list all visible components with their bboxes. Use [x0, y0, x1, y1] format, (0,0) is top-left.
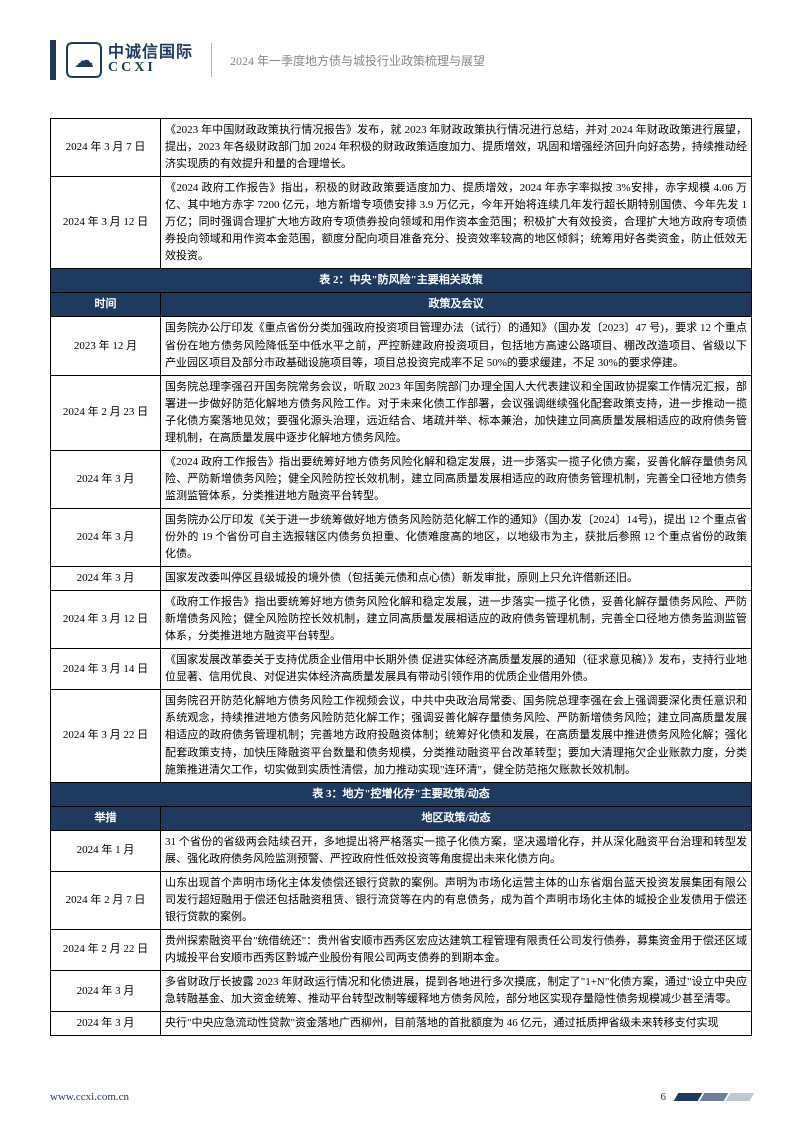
content-cell: 《2024 政府工作报告》指出，积极的财政政策要适度加力、提质增效，2024 年… — [161, 177, 752, 269]
logo-block: ☁ 中诚信国际 CCXI — [66, 42, 193, 78]
footer-stripes-icon — [676, 1093, 752, 1101]
section3-col1: 举措 — [51, 806, 161, 830]
footer-url: www.ccxi.com.cn — [50, 1091, 129, 1103]
content-cell: 央行"中央应急流动性贷款"资金落地广西柳州，目前落地的首批额度为 46 亿元，通… — [161, 1012, 752, 1036]
date-cell: 2024 年 3 月 — [51, 450, 161, 508]
content-cell: 国务院办公厅印发《关于进一步统筹做好地方债务风险防范化解工作的通知》（国办发〔2… — [161, 508, 752, 566]
table-row: 2024 年 3 月央行"中央应急流动性贷款"资金落地广西柳州，目前落地的首批额… — [51, 1012, 752, 1036]
date-cell: 2024 年 3 月 — [51, 1012, 161, 1036]
logo-en: CCXI — [108, 61, 193, 75]
content-cell: 31 个省份的省级两会陆续召开，多地提出将严格落实一揽子化债方案，坚决遏增化存，… — [161, 830, 752, 871]
accent-bar — [50, 40, 56, 80]
content-cell: 贵州探索融资平台"统借统还"：贵州省安顺市西秀区宏应达建筑工程管理有限责任公司发… — [161, 929, 752, 970]
logo-cn: 中诚信国际 — [108, 45, 193, 61]
header-title: 2024 年一季度地方债与城投行业政策梳理与展望 — [230, 52, 485, 69]
table-row: 2024 年 3 月国务院办公厅印发《关于进一步统筹做好地方债务风险防范化解工作… — [51, 508, 752, 566]
date-cell: 2024 年 3 月 7 日 — [51, 119, 161, 177]
section2-col2: 政策及会议 — [161, 293, 752, 317]
content-cell: 《2023 年中国财政政策执行情况报告》发布，就 2023 年财政政策执行情况进… — [161, 119, 752, 177]
table-row: 2024 年 3 月多省财政厅长披露 2023 年财政运行情况和化债进展，提到各… — [51, 971, 752, 1012]
table-row: 2024 年 3 月 22 日国务院召开防范化解地方债务风险工作视频会议，中共中… — [51, 690, 752, 782]
table-row: 2024 年 2 月 23 日国务院总理李强召开国务院常务会议，听取 2023 … — [51, 375, 752, 450]
table-row: 2024 年 1 月31 个省份的省级两会陆续召开，多地提出将严格落实一揽子化债… — [51, 830, 752, 871]
section3-col2: 地区政策/动态 — [161, 806, 752, 830]
table-row: 2024 年 3 月 7 日《2023 年中国财政政策执行情况报告》发布，就 2… — [51, 119, 752, 177]
date-cell: 2024 年 2 月 23 日 — [51, 375, 161, 450]
table-row: 2024 年 3 月 14 日《国家发展改革委关于支持优质企业借用中长期外债 促… — [51, 649, 752, 690]
page-number: 6 — [661, 1091, 667, 1103]
date-cell: 2024 年 3 月 — [51, 508, 161, 566]
section3-title: 表 3：地方"控增化存"主要政策/动态 — [51, 782, 752, 806]
elephant-icon: ☁ — [66, 42, 102, 78]
policy-table: 2024 年 3 月 7 日《2023 年中国财政政策执行情况报告》发布，就 2… — [50, 118, 752, 1036]
date-cell: 2024 年 2 月 7 日 — [51, 871, 161, 929]
content-cell: 国家发改委叫停区县级城投的境外债（包括美元债和点心债）新发审批，原则上只允许借新… — [161, 567, 752, 591]
section2-title-row: 表 2：中央"防风险"主要相关政策 — [51, 269, 752, 293]
table-row: 2024 年 2 月 7 日山东出现首个声明市场化主体发债偿还银行贷款的案例。声… — [51, 871, 752, 929]
content-cell: 国务院总理李强召开国务院常务会议，听取 2023 年国务院部门办理全国人大代表建… — [161, 375, 752, 450]
content-cell: 山东出现首个声明市场化主体发债偿还银行贷款的案例。声明为市场化运营主体的山东省烟… — [161, 871, 752, 929]
table-row: 2024 年 3 月 12 日《2024 政府工作报告》指出，积极的财政政策要适… — [51, 177, 752, 269]
section2-header-row: 时间 政策及会议 — [51, 293, 752, 317]
table-row: 2024 年 3 月《2024 政府工作报告》指出要统筹好地方债务风险化解和稳定… — [51, 450, 752, 508]
table-row: 2023 年 12 月国务院办公厅印发《重点省份分类加强政府投资项目管理办法（试… — [51, 317, 752, 375]
date-cell: 2024 年 1 月 — [51, 830, 161, 871]
content-cell: 国务院办公厅印发《重点省份分类加强政府投资项目管理办法（试行）的通知》（国办发〔… — [161, 317, 752, 375]
date-cell: 2024 年 3 月 — [51, 567, 161, 591]
content-cell: 《2024 政府工作报告》指出要统筹好地方债务风险化解和稳定发展，进一步落实一揽… — [161, 450, 752, 508]
date-cell: 2024 年 3 月 22 日 — [51, 690, 161, 782]
date-cell: 2024 年 3 月 12 日 — [51, 177, 161, 269]
page-footer: www.ccxi.com.cn 6 — [50, 1091, 752, 1103]
date-cell: 2024 年 2 月 22 日 — [51, 929, 161, 970]
page-header: ☁ 中诚信国际 CCXI 2024 年一季度地方债与城投行业政策梳理与展望 — [50, 40, 752, 88]
table-row: 2024 年 3 月国家发改委叫停区县级城投的境外债（包括美元债和点心债）新发审… — [51, 567, 752, 591]
date-cell: 2024 年 3 月 — [51, 971, 161, 1012]
section2-col1: 时间 — [51, 293, 161, 317]
content-cell: 《政府工作报告》指出要统筹好地方债务风险化解和稳定发展，进一步落实一揽子化债，妥… — [161, 591, 752, 649]
header-separator — [211, 43, 212, 77]
content-cell: 多省财政厅长披露 2023 年财政运行情况和化债进展，提到各地进行多次摸底，制定… — [161, 971, 752, 1012]
date-cell: 2023 年 12 月 — [51, 317, 161, 375]
content-cell: 国务院召开防范化解地方债务风险工作视频会议，中共中央政治局常委、国务院总理李强在… — [161, 690, 752, 782]
content-cell: 《国家发展改革委关于支持优质企业借用中长期外债 促进实体经济高质量发展的通知（征… — [161, 649, 752, 690]
table-row: 2024 年 2 月 22 日贵州探索融资平台"统借统还"：贵州省安顺市西秀区宏… — [51, 929, 752, 970]
table-row: 2024 年 3 月 12 日《政府工作报告》指出要统筹好地方债务风险化解和稳定… — [51, 591, 752, 649]
section2-title: 表 2：中央"防风险"主要相关政策 — [51, 269, 752, 293]
date-cell: 2024 年 3 月 14 日 — [51, 649, 161, 690]
date-cell: 2024 年 3 月 12 日 — [51, 591, 161, 649]
section3-title-row: 表 3：地方"控增化存"主要政策/动态 — [51, 782, 752, 806]
section3-header-row: 举措 地区政策/动态 — [51, 806, 752, 830]
